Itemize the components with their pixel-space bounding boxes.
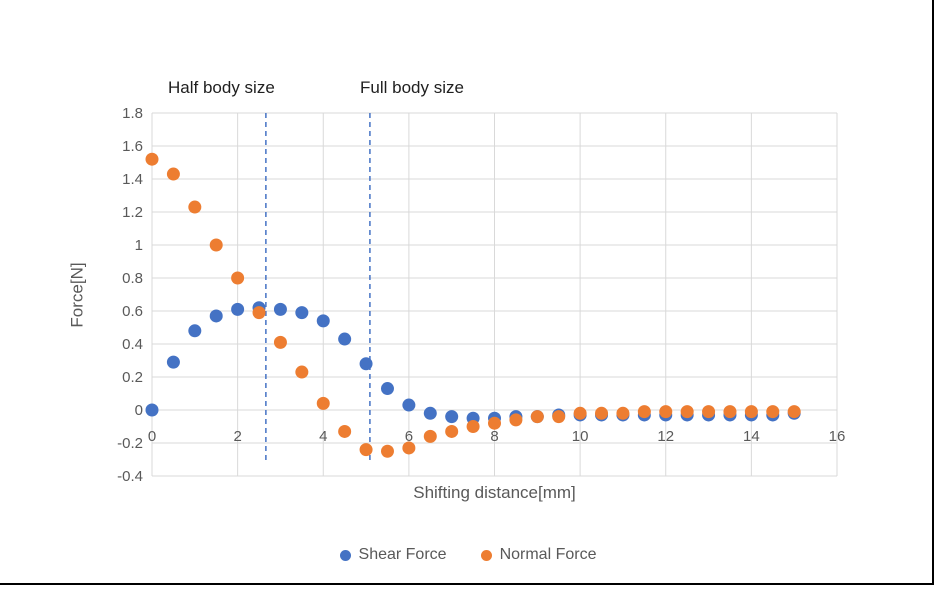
legend: Shear Force Normal Force [0, 546, 936, 564]
annotation-full-body-size: Full body size [360, 78, 464, 97]
y-tick-label: -0.2 [117, 435, 143, 452]
x-tick-label: 0 [148, 428, 156, 445]
data-point-normal-force [338, 424, 352, 438]
data-point-normal-force [166, 167, 180, 181]
y-tick-label: 0.2 [122, 369, 143, 386]
data-point-shear-force [402, 398, 416, 412]
data-point-normal-force [273, 335, 287, 349]
y-tick-label: -0.4 [117, 468, 143, 485]
data-point-normal-force [488, 416, 501, 430]
y-tick-label: 1.4 [122, 171, 143, 188]
annotation-half-body-size: Half body size [168, 78, 275, 97]
data-point-normal-force [231, 271, 245, 285]
x-tick-label: 14 [743, 428, 760, 445]
data-point-normal-force [188, 200, 202, 214]
data-point-normal-force [530, 410, 544, 424]
data-point-normal-force [316, 396, 330, 410]
y-tick-label: 1.8 [122, 105, 143, 122]
data-point-normal-force [552, 410, 566, 424]
legend-marker-shear-force [339, 549, 351, 561]
data-point-normal-force [509, 413, 523, 427]
frame-border-bottom [0, 583, 934, 585]
data-point-normal-force [659, 405, 673, 419]
data-point-shear-force [380, 382, 394, 396]
legend-label-shear-force: Shear Force [358, 546, 447, 563]
data-point-normal-force [637, 405, 651, 419]
x-axis-title: Shifting distance[mm] [413, 483, 576, 502]
x-tick-label: 10 [572, 428, 589, 445]
data-point-normal-force [702, 405, 716, 419]
frame-border-right [932, 0, 934, 585]
legend-item-normal-force: Normal Force [480, 546, 597, 564]
data-point-shear-force [359, 357, 373, 371]
data-point-shear-force [166, 355, 180, 369]
data-point-normal-force [766, 405, 780, 419]
data-point-shear-force [338, 332, 352, 346]
x-tick-label: 6 [405, 428, 413, 445]
data-point-normal-force [744, 405, 758, 419]
y-tick-label: 0 [135, 402, 143, 419]
data-point-normal-force [595, 406, 609, 420]
data-point-normal-force [616, 406, 630, 420]
y-axis-title: Force[N] [58, 113, 98, 476]
x-tick-label: 2 [233, 428, 241, 445]
data-point-shear-force [209, 309, 223, 323]
data-point-shear-force [273, 302, 287, 316]
legend-marker-normal-force [480, 549, 492, 561]
y-tick-label: 1.6 [122, 138, 143, 155]
data-point-normal-force [423, 429, 437, 443]
data-point-normal-force [380, 444, 394, 458]
y-tick-label: 0.6 [122, 303, 143, 320]
x-tick-label: 12 [657, 428, 674, 445]
y-tick-label: 1.2 [122, 204, 143, 221]
y-tick-label: 0.4 [122, 336, 143, 353]
legend-label-normal-force: Normal Force [499, 546, 597, 563]
data-point-shear-force [295, 306, 309, 320]
data-point-shear-force [188, 324, 202, 338]
data-point-shear-force [231, 302, 245, 316]
data-point-normal-force [295, 365, 309, 379]
legend-item-shear-force: Shear Force [339, 546, 447, 564]
data-point-normal-force [466, 420, 480, 433]
data-point-normal-force [402, 441, 416, 455]
data-point-normal-force [359, 443, 373, 457]
data-point-shear-force [145, 403, 159, 417]
data-point-normal-force [573, 406, 587, 420]
data-point-normal-force [680, 405, 694, 419]
y-tick-label: 0.8 [122, 270, 143, 287]
data-point-normal-force [723, 405, 737, 419]
x-tick-label: 16 [829, 428, 846, 445]
data-point-normal-force [252, 306, 266, 320]
data-point-normal-force [787, 405, 801, 419]
y-tick-label: 1 [135, 237, 143, 254]
data-point-shear-force [445, 410, 459, 424]
data-point-shear-force [316, 314, 330, 328]
data-point-normal-force [445, 424, 459, 438]
y-axis-title-text: Force[N] [68, 261, 87, 328]
x-tick-label: 8 [490, 428, 498, 445]
data-point-shear-force [423, 406, 437, 420]
data-point-normal-force [145, 152, 159, 166]
data-point-normal-force [209, 238, 223, 252]
x-tick-label: 4 [319, 428, 327, 445]
